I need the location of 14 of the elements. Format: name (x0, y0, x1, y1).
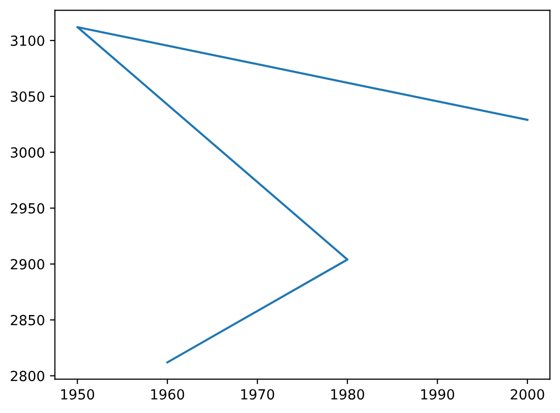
x-tick-label: 2000 (510, 389, 544, 400)
line-series (76, 26, 528, 364)
y-tick-label: 2900 (10, 258, 44, 270)
x-tick-label: 1960 (151, 389, 184, 400)
y-tick-label: 3050 (10, 91, 44, 102)
x-tick-label: 1950 (61, 389, 94, 400)
y-tick-label: 3000 (10, 147, 44, 158)
y-tick-label: 2950 (10, 203, 44, 214)
y-tick-label: 3100 (10, 35, 44, 46)
y-tick-label: 2800 (10, 370, 44, 382)
x-tick-label: 1990 (421, 389, 454, 400)
y-tick-label: 2850 (10, 314, 44, 326)
x-tick-label: 1970 (241, 389, 274, 400)
x-tick-label: 1980 (331, 389, 364, 400)
